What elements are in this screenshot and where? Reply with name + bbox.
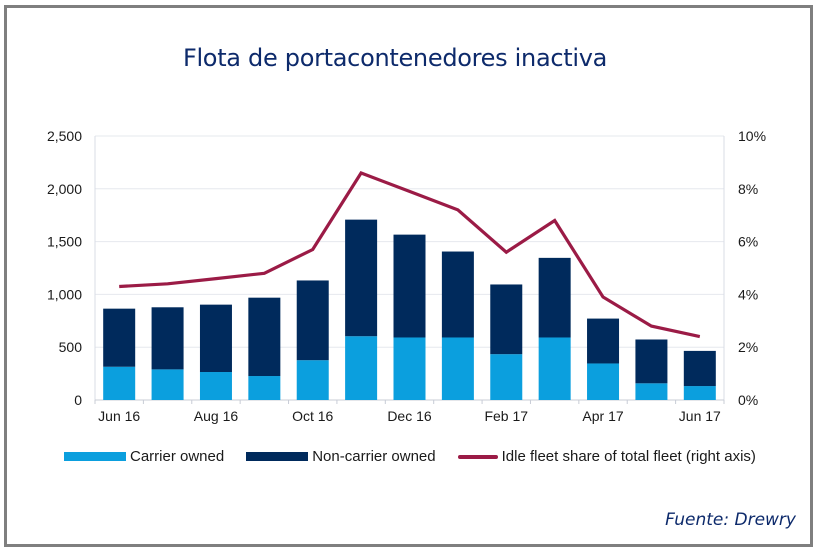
legend-item-non-carrier: Non-carrier owned bbox=[246, 448, 436, 465]
legend-label-idle-share: Idle fleet share of total fleet (right a… bbox=[501, 448, 756, 465]
bar-carrier-owned bbox=[345, 336, 378, 400]
bar-carrier-owned bbox=[103, 366, 136, 400]
legend: Carrier owned Non-carrier owned Idle fle… bbox=[64, 448, 778, 465]
source-note: Fuente: Drewry bbox=[665, 510, 796, 530]
x-tick-label: Jun 17 bbox=[679, 408, 721, 424]
y-tick-label: 500 bbox=[59, 339, 83, 355]
y2-tick-label: 6% bbox=[738, 234, 758, 250]
y2-tick-label: 0% bbox=[738, 392, 758, 408]
y-tick-label: 0 bbox=[74, 392, 82, 408]
y2-tick-label: 10% bbox=[738, 128, 766, 144]
x-tick-label: Oct 16 bbox=[292, 408, 333, 424]
y2-tick-label: 8% bbox=[738, 181, 758, 197]
bar-carrier-owned bbox=[296, 360, 329, 400]
bar-non-carrier-owned bbox=[296, 280, 329, 361]
legend-item-carrier: Carrier owned bbox=[64, 448, 224, 465]
bar-carrier-owned bbox=[538, 337, 571, 400]
y-tick-label: 1,000 bbox=[47, 286, 82, 302]
bars bbox=[103, 219, 716, 400]
bar-non-carrier-owned bbox=[248, 297, 281, 377]
bar-carrier-owned bbox=[587, 363, 620, 400]
bar-carrier-owned bbox=[199, 372, 232, 400]
bar-carrier-owned bbox=[490, 354, 523, 400]
bar-carrier-owned bbox=[151, 369, 184, 400]
x-tick-label: Aug 16 bbox=[194, 408, 239, 424]
bar-non-carrier-owned bbox=[345, 219, 378, 337]
bar-non-carrier-owned bbox=[441, 251, 474, 338]
legend-label-carrier: Carrier owned bbox=[130, 448, 225, 465]
bar-non-carrier-owned bbox=[393, 234, 426, 338]
chart-title: Flota de portacontenedores inactiva bbox=[182, 44, 608, 72]
idle-line-series bbox=[119, 171, 701, 339]
bar-non-carrier-owned bbox=[635, 339, 668, 384]
legend-label-non-carrier: Non-carrier owned bbox=[312, 448, 436, 465]
bar-carrier-owned bbox=[441, 337, 474, 400]
y2-tick-label: 2% bbox=[738, 339, 758, 355]
x-tick-label: Dec 16 bbox=[387, 408, 432, 424]
bar-non-carrier-owned bbox=[587, 318, 620, 364]
bar-non-carrier-owned bbox=[103, 308, 136, 367]
legend-item-idle-share: Idle fleet share of total fleet (right a… bbox=[457, 448, 756, 465]
bar-carrier-owned bbox=[248, 376, 281, 400]
legend-swatch-non-carrier bbox=[246, 452, 309, 461]
legend-swatch-idle-share bbox=[457, 454, 498, 459]
x-axis-labels: Jun 16 Aug 16 Oct 16 Dec 16 Feb 17 Apr 17 Jun … bbox=[98, 408, 721, 424]
y-tick-label: 2,000 bbox=[47, 181, 82, 197]
x-tick-label: Apr 17 bbox=[582, 408, 623, 424]
y-axis-left-labels: 0 500 1,000 1,500 2,000 2,500 bbox=[47, 128, 82, 408]
x-tick-label: Jun 16 bbox=[98, 408, 140, 424]
bar-carrier-owned bbox=[683, 386, 716, 400]
y-tick-label: 2,500 bbox=[47, 128, 82, 144]
x-tick-label: Feb 17 bbox=[484, 408, 528, 424]
legend-swatch-carrier bbox=[64, 452, 126, 461]
y-tick-label: 1,500 bbox=[47, 234, 82, 250]
bar-carrier-owned bbox=[635, 383, 668, 400]
bar-non-carrier-owned bbox=[490, 284, 523, 355]
y-axis-right-labels: 0% 2% 4% 6% 8% 10% bbox=[738, 128, 766, 408]
bar-non-carrier-owned bbox=[538, 257, 571, 338]
bar-non-carrier-owned bbox=[683, 350, 716, 387]
bar-non-carrier-owned bbox=[151, 307, 184, 370]
y2-tick-label: 4% bbox=[738, 286, 758, 302]
bar-non-carrier-owned bbox=[199, 304, 232, 373]
bar-carrier-owned bbox=[393, 337, 426, 400]
